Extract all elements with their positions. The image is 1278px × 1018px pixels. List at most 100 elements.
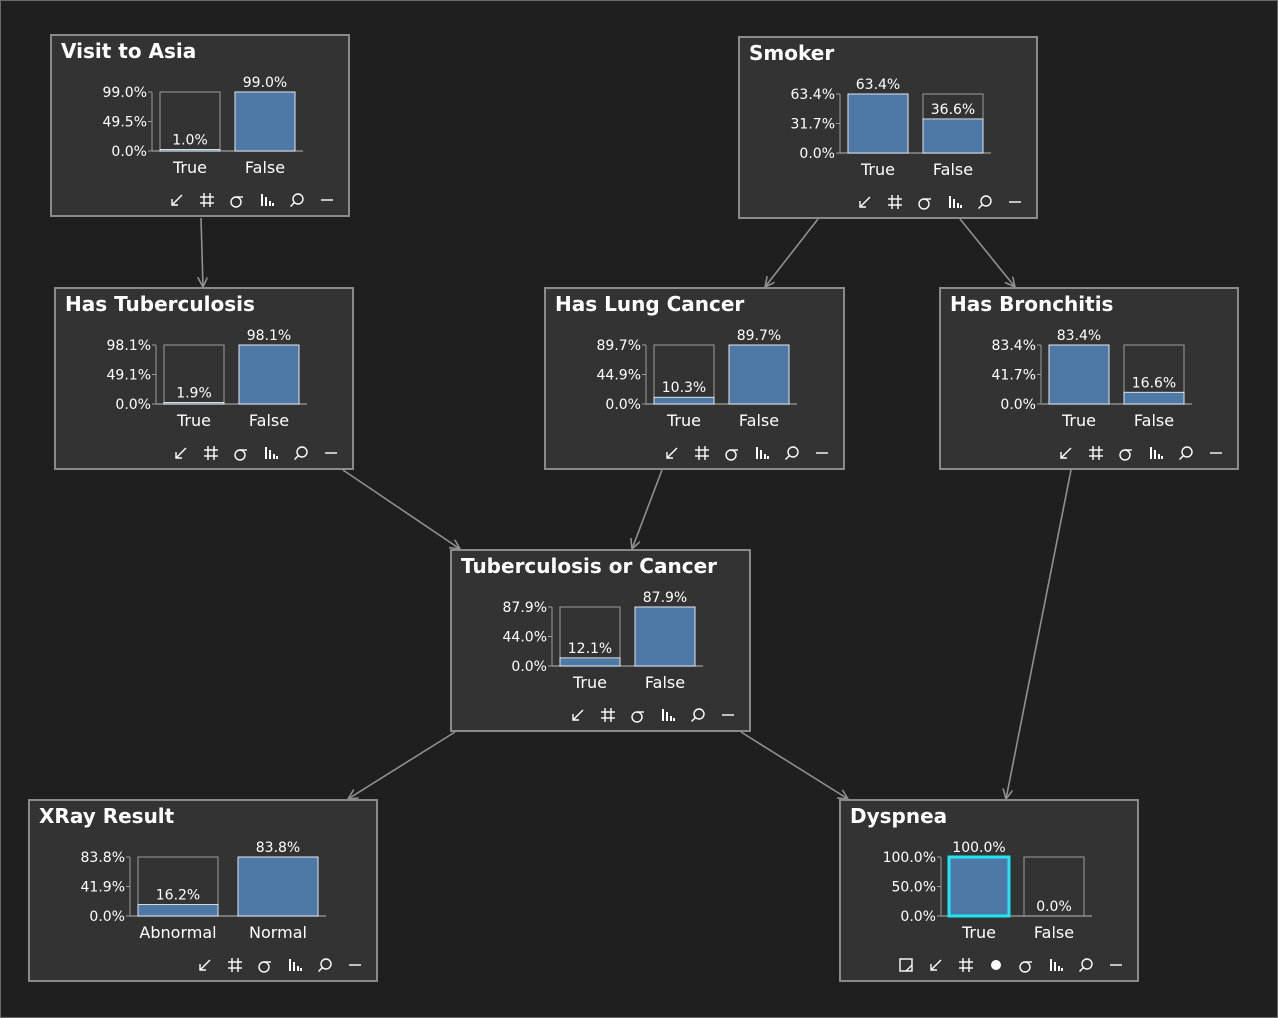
node-toolbar	[854, 193, 1026, 211]
state-label-true[interactable]: True	[176, 411, 211, 430]
bar-false[interactable]	[728, 344, 790, 405]
arrow-icon[interactable]	[854, 193, 876, 211]
node-has-tuberculosis[interactable]: Has Tuberculosis 98.1% 49.1% 0.0% 1.9% True 98…	[54, 287, 354, 470]
bar-true[interactable]	[1048, 344, 1110, 405]
magnifier-icon[interactable]	[687, 706, 709, 724]
node-tuberculosis-or-cancer[interactable]: Tuberculosis or Cancer 87.9% 44.0% 0.0% 12.1…	[450, 549, 751, 732]
magnifier-icon[interactable]	[286, 191, 308, 209]
minimize-icon[interactable]	[320, 444, 342, 462]
sigma-icon[interactable]	[1015, 956, 1037, 974]
bar-false[interactable]	[634, 606, 696, 667]
state-label-true[interactable]: True	[172, 158, 207, 177]
value-label-abnormal: 16.2%	[156, 888, 200, 904]
minimize-icon[interactable]	[1004, 193, 1026, 211]
sigma-icon[interactable]	[1115, 444, 1137, 462]
state-label-false[interactable]: False	[249, 411, 289, 430]
minimize-icon[interactable]	[717, 706, 739, 724]
bar-true[interactable]	[163, 402, 225, 405]
grid-icon[interactable]	[200, 444, 222, 462]
sigma-icon[interactable]	[254, 956, 276, 974]
bar-false[interactable]	[238, 344, 300, 405]
sigma-icon[interactable]	[230, 444, 252, 462]
histogram-icon[interactable]	[657, 706, 679, 724]
histogram-icon[interactable]	[944, 193, 966, 211]
arrow-icon[interactable]	[1055, 444, 1077, 462]
magnifier-icon[interactable]	[290, 444, 312, 462]
grid-icon[interactable]	[884, 193, 906, 211]
bar-true[interactable]	[947, 855, 1011, 918]
grid-icon[interactable]	[224, 956, 246, 974]
minimize-icon[interactable]	[1105, 956, 1127, 974]
sigma-icon[interactable]	[226, 191, 248, 209]
magnifier-icon[interactable]	[1075, 956, 1097, 974]
state-label-true[interactable]: True	[666, 411, 701, 430]
bar-false[interactable]	[1123, 391, 1185, 405]
minimize-icon[interactable]	[1205, 444, 1227, 462]
state-label-false[interactable]: False	[645, 673, 685, 692]
minimize-icon[interactable]	[811, 444, 833, 462]
bar-abnormal[interactable]	[137, 904, 219, 917]
state-label-false[interactable]: False	[1034, 923, 1074, 942]
state-label-true[interactable]: True	[961, 923, 996, 942]
evidence-dot-icon[interactable]	[985, 956, 1007, 974]
clear-evidence-icon[interactable]	[895, 956, 917, 974]
y-tick-label: 50.0%	[892, 880, 936, 896]
magnifier-icon[interactable]	[314, 956, 336, 974]
value-label-true: 63.4%	[856, 77, 900, 93]
node-visit-to-asia[interactable]: Visit to Asia 99.0% 49.5% 0.0% 1.0% True 99.0%…	[50, 34, 350, 217]
arrow-icon[interactable]	[194, 956, 216, 974]
bar-true[interactable]	[847, 93, 909, 154]
node-toolbar	[194, 956, 366, 974]
grid-icon[interactable]	[1085, 444, 1107, 462]
node-has-bronchitis[interactable]: Has Bronchitis 83.4% 41.7% 0.0% 83.4% True 16.…	[939, 287, 1239, 470]
bar-false[interactable]	[922, 118, 984, 154]
state-label-true[interactable]: True	[1061, 411, 1096, 430]
bar-true[interactable]	[159, 149, 221, 152]
sigma-icon[interactable]	[721, 444, 743, 462]
node-xray-result[interactable]: XRay Result 83.8% 41.9% 0.0% 16.2% Abnormal 83…	[28, 799, 378, 982]
state-label-false[interactable]: False	[245, 158, 285, 177]
node-toolbar	[170, 444, 342, 462]
sigma-icon[interactable]	[914, 193, 936, 211]
minimize-icon[interactable]	[316, 191, 338, 209]
arrow-icon[interactable]	[661, 444, 683, 462]
node-title: XRay Result	[39, 804, 175, 828]
grid-icon[interactable]	[597, 706, 619, 724]
y-tick-label: 0.0%	[1000, 397, 1036, 413]
state-label-normal[interactable]: Normal	[249, 923, 307, 942]
grid-icon[interactable]	[196, 191, 218, 209]
magnifier-icon[interactable]	[1175, 444, 1197, 462]
arrow-icon[interactable]	[567, 706, 589, 724]
value-label-true: 10.3%	[662, 380, 706, 396]
node-has-lung-cancer[interactable]: Has Lung Cancer 89.7% 44.9% 0.0% 10.3% True 89…	[544, 287, 845, 470]
histogram-icon[interactable]	[260, 444, 282, 462]
bar-normal[interactable]	[237, 856, 319, 917]
value-label-true: 1.0%	[172, 133, 208, 149]
bar-false[interactable]	[234, 91, 296, 152]
histogram-icon[interactable]	[256, 191, 278, 209]
state-label-true[interactable]: True	[860, 160, 895, 179]
state-label-true[interactable]: True	[572, 673, 607, 692]
grid-icon[interactable]	[691, 444, 713, 462]
state-label-false[interactable]: False	[739, 411, 779, 430]
node-dyspnea[interactable]: Dyspnea 100.0% 50.0% 0.0% 100.0% True 0.0% Fals…	[839, 799, 1139, 982]
node-toolbar	[166, 191, 338, 209]
bar-true[interactable]	[559, 657, 621, 667]
histogram-icon[interactable]	[751, 444, 773, 462]
state-label-abnormal[interactable]: Abnormal	[139, 923, 216, 942]
sigma-icon[interactable]	[627, 706, 649, 724]
histogram-icon[interactable]	[284, 956, 306, 974]
magnifier-icon[interactable]	[974, 193, 996, 211]
grid-icon[interactable]	[955, 956, 977, 974]
minimize-icon[interactable]	[344, 956, 366, 974]
node-smoker[interactable]: Smoker 63.4% 31.7% 0.0% 63.4% True 36.6% False	[738, 36, 1038, 219]
arrow-icon[interactable]	[166, 191, 188, 209]
state-label-false[interactable]: False	[1134, 411, 1174, 430]
histogram-icon[interactable]	[1145, 444, 1167, 462]
state-label-false[interactable]: False	[933, 160, 973, 179]
histogram-icon[interactable]	[1045, 956, 1067, 974]
bar-true[interactable]	[653, 396, 715, 405]
arrow-icon[interactable]	[170, 444, 192, 462]
arrow-icon[interactable]	[925, 956, 947, 974]
magnifier-icon[interactable]	[781, 444, 803, 462]
